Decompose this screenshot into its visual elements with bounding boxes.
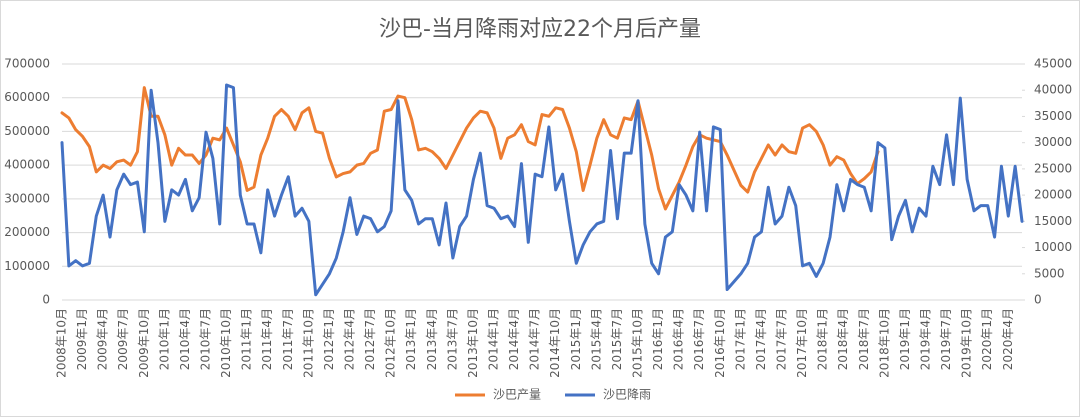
y2-tick-label: 35000 xyxy=(1034,109,1072,123)
x-tick-label: 2014年4月 xyxy=(507,308,521,370)
x-tick-label: 2012年10月 xyxy=(384,308,398,378)
x-tick-label: 2017年1月 xyxy=(733,308,747,370)
x-tick-label: 2011年7月 xyxy=(281,308,295,370)
x-tick-label: 2020年1月 xyxy=(980,308,994,370)
x-tick-label: 2010年4月 xyxy=(178,308,192,370)
x-tick-label: 2011年4月 xyxy=(260,308,274,370)
x-tick-label: 2016年4月 xyxy=(672,308,686,370)
x-tick-label: 2019年4月 xyxy=(919,308,933,370)
x-tick-label: 2017年4月 xyxy=(754,308,768,370)
x-tick-label: 2014年10月 xyxy=(548,308,562,378)
y2-tick-label: 5000 xyxy=(1034,266,1065,280)
x-tick-label: 2016年10月 xyxy=(713,308,727,378)
y-tick-label: 400000 xyxy=(4,158,50,172)
x-tick-label: 2017年7月 xyxy=(775,308,789,370)
x-tick-label: 2018年10月 xyxy=(877,308,891,378)
x-tick-label: 2018年7月 xyxy=(857,308,871,370)
x-tick-label: 2015年4月 xyxy=(589,308,603,370)
x-tick-label: 2008年10月 xyxy=(55,308,69,378)
x-tick-label: 2014年1月 xyxy=(487,308,501,370)
y2-tick-label: 0 xyxy=(1034,293,1042,307)
y2-tick-label: 10000 xyxy=(1034,240,1072,254)
x-tick-label: 2017年10月 xyxy=(795,308,809,378)
x-tick-label: 2015年7月 xyxy=(610,308,624,370)
x-tick-label: 2016年7月 xyxy=(692,308,706,370)
x-tick-label: 2016年1月 xyxy=(651,308,665,370)
x-tick-label: 2019年7月 xyxy=(939,308,953,370)
x-tick-label: 2018年4月 xyxy=(836,308,850,370)
x-tick-label: 2010年1月 xyxy=(157,308,171,370)
x-tick-label: 2014年7月 xyxy=(528,308,542,370)
legend-label: 沙巴降雨 xyxy=(603,388,651,402)
x-tick-label: 2020年4月 xyxy=(1001,308,1015,370)
y-tick-label: 200000 xyxy=(4,225,50,239)
x-tick-label: 2009年4月 xyxy=(96,308,110,370)
legend-label: 沙巴产量 xyxy=(493,388,541,402)
x-tick-label: 2013年1月 xyxy=(404,308,418,370)
series-line xyxy=(60,86,880,211)
x-tick-label: 2015年10月 xyxy=(631,308,645,378)
y-tick-label: 600000 xyxy=(4,90,50,104)
x-tick-label: 2013年4月 xyxy=(425,308,439,370)
x-tick-label: 2019年1月 xyxy=(898,308,912,370)
x-tick-label: 2010年10月 xyxy=(219,308,233,378)
x-tick-label: 2009年7月 xyxy=(116,308,130,370)
x-tick-label: 2011年1月 xyxy=(240,308,254,370)
y-tick-label: 0 xyxy=(42,293,50,307)
y-tick-label: 300000 xyxy=(4,191,50,205)
y2-tick-label: 40000 xyxy=(1034,83,1072,97)
chart-title: 沙巴-当月降雨对应22个月后产量 xyxy=(379,17,701,42)
x-tick-label: 2013年10月 xyxy=(466,308,480,378)
x-tick-label: 2012年4月 xyxy=(343,308,357,370)
x-tick-label: 2009年10月 xyxy=(137,308,151,378)
x-tick-label: 2012年7月 xyxy=(363,308,377,370)
x-tick-label: 2010年7月 xyxy=(199,308,213,370)
series-line xyxy=(60,83,1024,297)
y-tick-label: 700000 xyxy=(4,57,50,71)
y2-tick-label: 30000 xyxy=(1034,135,1072,149)
x-tick-label: 2009年1月 xyxy=(75,308,89,370)
x-tick-label: 2015年1月 xyxy=(569,308,583,370)
x-tick-label: 2013年7月 xyxy=(445,308,459,370)
x-tick-label: 2019年10月 xyxy=(960,308,974,378)
x-tick-label: 2018年1月 xyxy=(816,308,830,370)
y-tick-label: 100000 xyxy=(4,259,50,273)
y2-tick-label: 25000 xyxy=(1034,161,1072,175)
y2-tick-label: 20000 xyxy=(1034,188,1072,202)
y2-tick-label: 15000 xyxy=(1034,214,1072,228)
y2-tick-label: 45000 xyxy=(1034,57,1072,71)
y-tick-label: 500000 xyxy=(4,124,50,138)
x-tick-label: 2012年1月 xyxy=(322,308,336,370)
x-tick-label: 2011年10月 xyxy=(301,308,315,378)
